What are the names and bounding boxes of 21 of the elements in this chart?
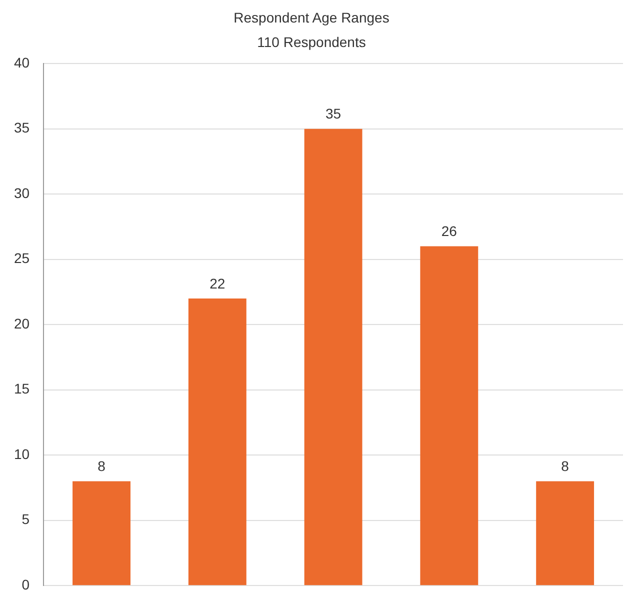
bar bbox=[304, 128, 362, 586]
y-tick-label: 10 bbox=[14, 446, 30, 462]
chart-subtitle: 110 Respondents bbox=[257, 34, 366, 50]
bar bbox=[188, 298, 246, 586]
data-label: 22 bbox=[210, 275, 226, 292]
bar bbox=[72, 481, 130, 586]
y-tick-label: 0 bbox=[22, 576, 30, 592]
y-tick-label: 5 bbox=[22, 511, 30, 528]
bar bbox=[536, 481, 594, 586]
data-label: 8 bbox=[561, 458, 570, 474]
data-label: 26 bbox=[441, 223, 458, 240]
chart-title: Respondent Age Ranges bbox=[234, 9, 390, 26]
y-tick-label: 20 bbox=[14, 315, 30, 332]
data-label: 35 bbox=[325, 106, 342, 122]
y-tick-label: 30 bbox=[14, 184, 30, 201]
y-tick-label: 35 bbox=[14, 120, 30, 136]
bar bbox=[420, 246, 478, 586]
y-tick-label: 40 bbox=[14, 54, 30, 70]
data-label: 8 bbox=[98, 458, 106, 474]
y-tick-label: 25 bbox=[14, 250, 30, 266]
y-tick-label: 15 bbox=[14, 380, 30, 397]
